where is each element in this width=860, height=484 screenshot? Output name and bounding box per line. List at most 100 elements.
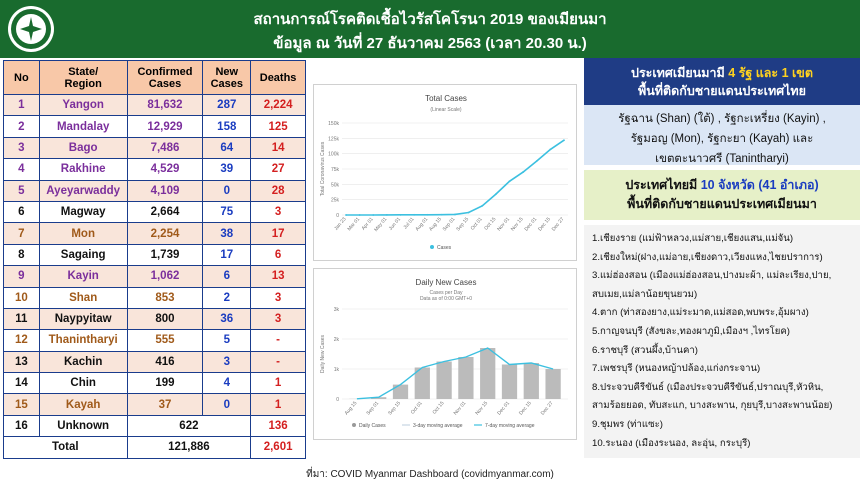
x-tick-label: Dec 15 — [518, 400, 533, 416]
table-row: 11 Naypyitaw 800 36 3 — [3, 307, 306, 331]
row-number: 6 — [3, 200, 40, 224]
x-tick-label: Sep 01 — [365, 400, 380, 416]
province-list-item: 10.ระนอง (เมืองระนอง, ละอุ่น, กระบุรี) — [592, 437, 751, 449]
x-tick-label: May 01 — [373, 216, 388, 233]
legend-label-3day: 3-day moving average — [413, 423, 463, 429]
y-tick-label: 25k — [331, 198, 340, 204]
row-number: 12 — [3, 329, 40, 352]
daily-bar — [458, 357, 474, 399]
y-tick-label: 125k — [328, 136, 339, 142]
deaths: 28 — [250, 179, 306, 202]
data-point — [440, 213, 443, 216]
confirmed-cases: 7,486 — [126, 136, 204, 160]
table-row: 2 Mandalay 12,929 158 125 — [3, 115, 306, 138]
state-name: Kayah — [38, 393, 128, 416]
y-tick-label: 1k — [334, 367, 340, 373]
deaths: 14 — [250, 136, 306, 160]
x-tick-label: Dec 27 — [540, 400, 555, 416]
data-point — [522, 171, 525, 173]
new-cases: 36 — [202, 307, 252, 331]
data-point — [345, 214, 347, 216]
legend-swatch-daily — [352, 423, 356, 427]
state-name: Naypyitaw — [38, 307, 128, 331]
data-point — [372, 214, 375, 216]
table-row: 1 Yangon 81,632 287 2,224 — [3, 93, 306, 117]
x-tick-label: Dec 27 — [551, 216, 566, 232]
table-row: 10 Shan 853 2 3 — [3, 286, 306, 309]
legend-label-daily: Daily Cases — [359, 423, 386, 429]
table-row: 14 Chin 199 4 1 — [3, 372, 306, 395]
confirmed-cases: 4,529 — [126, 158, 204, 181]
x-tick-label: Dec 01 — [496, 400, 511, 416]
myanmar-head-text: ประเทศเมียนมามี — [631, 66, 729, 80]
province-list-item: 7.เพชรบุรี (หนองหญ้าปล้อง,แก่งกระจาน) — [592, 363, 761, 375]
confirmed-cases: 12,929 — [126, 115, 204, 138]
data-point — [413, 213, 416, 216]
new-cases: 5 — [202, 329, 252, 352]
row-number: 3 — [3, 136, 40, 160]
province-list-item: สบเมย,แม่ลาน้อยขุนยวม) — [592, 288, 698, 300]
row-number: 2 — [3, 115, 40, 138]
x-tick-label: Oct 15 — [483, 216, 497, 231]
new-cases: 3 — [202, 350, 252, 374]
unknown-cases: 622 — [126, 414, 252, 438]
state-name: Yangon — [38, 93, 128, 117]
myanmar-border-header: ประเทศเมียนมามี 4 รัฐ และ 1 เขต พื้นที่ต… — [584, 58, 860, 105]
column-header-deaths: Deaths — [250, 60, 306, 95]
y-tick-label: 3k — [334, 307, 340, 313]
deaths: 125 — [250, 115, 306, 138]
province-list-item: 9.ชุมพร (ท่าแซะ) — [592, 418, 663, 430]
province-list-item: สามร้อยยอด, ทับสะแก, บางสะพาน, กุยบุรี,บ… — [592, 400, 833, 412]
daily-cases-chart: Daily New Cases Cases per Day Data as of 0… — [313, 268, 577, 440]
confirmed-cases: 2,664 — [126, 200, 204, 224]
new-cases: 38 — [202, 222, 252, 245]
new-cases: 39 — [202, 158, 252, 181]
province-list-item: 1.เชียงราย (แม่ฟ้าหลวง,แม่สาย,เชียงแสน,แ… — [592, 233, 794, 244]
new-cases: 2 — [202, 286, 252, 309]
x-tick-label: Oct 01 — [410, 400, 424, 415]
new-cases: 6 — [202, 265, 252, 288]
chart-title: Daily New Cases — [416, 278, 477, 287]
table-row: 8 Sagaing 1,739 17 6 — [3, 243, 306, 267]
daily-bar — [545, 369, 561, 399]
thai-head-highlight: 10 จังหวัด (41 อำเภอ) — [700, 178, 819, 192]
chart-subtitle: Data as of 0:00 GMT+0 — [420, 296, 472, 302]
cases-table-container: No State/Region Confirmed Cases New Cases … — [3, 60, 306, 459]
daily-bar — [392, 384, 409, 399]
data-point — [454, 213, 456, 216]
moving-average-line — [356, 347, 554, 400]
x-tick-label: Aug 15 — [428, 216, 443, 232]
y-axis-label: Total Coronavirus Cases — [320, 141, 326, 196]
total-cases-chart: Total Cases (Linear Scale) 0 25k 50k 75k 100k 1… — [313, 84, 577, 261]
data-point — [508, 180, 511, 183]
myanmar-body-line: รัฐมอญ (Mon), รัฐกะยา (Kayah) และ — [630, 133, 814, 145]
x-tick-label: Mar 01 — [347, 216, 362, 232]
myanmar-border-states: รัฐฉาน (Shan) (ใต้) , รัฐกะเหรี่ยง (Kayi… — [584, 105, 860, 165]
y-tick-label: 100k — [328, 152, 339, 158]
table-body: 1 Yangon 81,632 287 2,224 2 Mandalay 12,929 158 1… — [3, 93, 306, 459]
ministry-logo-icon — [8, 6, 54, 52]
thai-border-header: ประเทศไทยมี 10 จังหวัด (41 อำเภอ) พื้นที… — [584, 170, 860, 220]
deaths: 1 — [250, 372, 306, 395]
row-number: 1 — [3, 93, 40, 117]
new-cases: 0 — [202, 393, 252, 416]
x-tick-label: Dec 01 — [524, 216, 539, 232]
row-number: 8 — [3, 243, 40, 267]
daily-bar — [480, 348, 496, 399]
source-credit: ที่มา: COVID Myanmar Dashboard (covidmya… — [306, 469, 554, 480]
data-point — [358, 214, 361, 216]
table-row-unknown: 16 Unknown 622 136 — [3, 414, 306, 438]
legend-swatch-cases — [430, 245, 434, 249]
thai-head-line2: พื้นที่ติดกับชายแดนประเทศเมียนมา — [627, 197, 817, 211]
new-cases: 287 — [202, 93, 252, 117]
myanmar-head-line2: พื้นที่ติดกับชายแดนประเทศไทย — [638, 84, 806, 98]
x-tick-label: Dec 15 — [537, 216, 552, 232]
deaths: - — [250, 329, 306, 352]
x-tick-label: Jun 01 — [388, 216, 402, 232]
confirmed-cases: 199 — [126, 372, 204, 395]
table-row: 3 Bago 7,486 64 14 — [3, 136, 306, 160]
table-header-row: No State/Region Confirmed Cases New Cases … — [3, 60, 306, 95]
deaths: 1 — [250, 393, 306, 416]
daily-bar — [414, 367, 430, 399]
